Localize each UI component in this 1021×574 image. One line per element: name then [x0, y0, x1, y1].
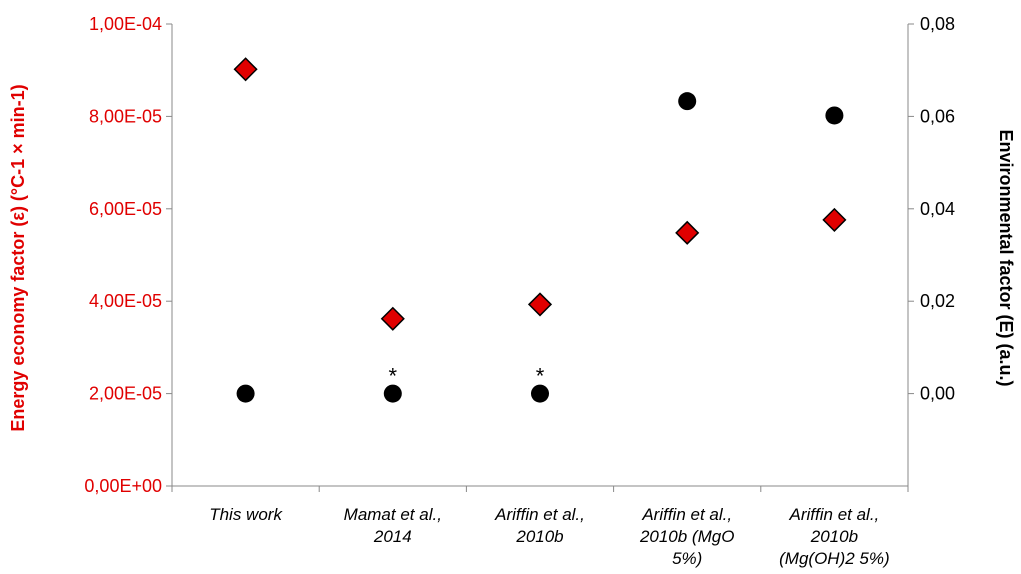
- category-label: Mamat et al.,: [344, 505, 442, 524]
- asterisk-annotation: *: [536, 364, 545, 389]
- category-label: Ariffin et al.,: [789, 505, 880, 524]
- circle-point: [678, 92, 697, 111]
- left-tick-label: 0,00E+00: [84, 476, 162, 496]
- diamond-point: [233, 57, 258, 82]
- category-label: 2010b: [810, 527, 858, 546]
- right-tick-label: 0,04: [920, 199, 955, 219]
- left-axis-ticks: 0,00E+00 2,00E-05 4,00E-05 6,00E-05 8,00E-05…: [84, 14, 172, 496]
- category-label: 2014: [373, 527, 412, 546]
- left-tick-label: 6,00E-05: [89, 199, 162, 219]
- category-label: Ariffin et al.,: [641, 505, 732, 524]
- category-label: Ariffin et al.,: [494, 505, 585, 524]
- category-label: 5%): [672, 549, 702, 568]
- left-tick-label: 4,00E-05: [89, 291, 162, 311]
- right-axis-ticks: 0,00 0,02 0,04 0,06 0,08: [908, 14, 955, 404]
- category-label: This work: [209, 505, 283, 524]
- left-tick-label: 2,00E-05: [89, 384, 162, 404]
- category-label: (Mg(OH)2 5%): [779, 549, 890, 568]
- category-labels: This work Mamat et al., 2014 Ariffin et al.…: [209, 505, 889, 568]
- asterisk-annotation: *: [389, 364, 398, 389]
- diamond-point: [822, 207, 847, 232]
- right-tick-label: 0,06: [920, 106, 955, 126]
- circle-point: [825, 106, 844, 125]
- left-tick-label: 1,00E-04: [89, 14, 162, 34]
- right-tick-label: 0,02: [920, 291, 955, 311]
- diamond-point: [675, 220, 700, 245]
- right-tick-label: 0,08: [920, 14, 955, 34]
- right-axis-label: Environmental factor (E) (a.u.): [996, 129, 1016, 386]
- circle-point: [383, 384, 402, 403]
- category-label: 2010b: [515, 527, 563, 546]
- diamond-point: [527, 292, 553, 317]
- circle-point: [531, 384, 549, 403]
- axes: [171, 24, 909, 492]
- left-tick-label: 8,00E-05: [89, 106, 162, 126]
- category-label: 2010b (MgO: [639, 527, 735, 546]
- circle-point: [236, 384, 255, 403]
- right-tick-label: 0,00: [920, 384, 955, 404]
- data-marks: * *: [233, 57, 847, 403]
- left-axis-label: Energy economy factor (ε) (°C-1 × min-1): [8, 84, 28, 431]
- diamond-point: [380, 306, 405, 331]
